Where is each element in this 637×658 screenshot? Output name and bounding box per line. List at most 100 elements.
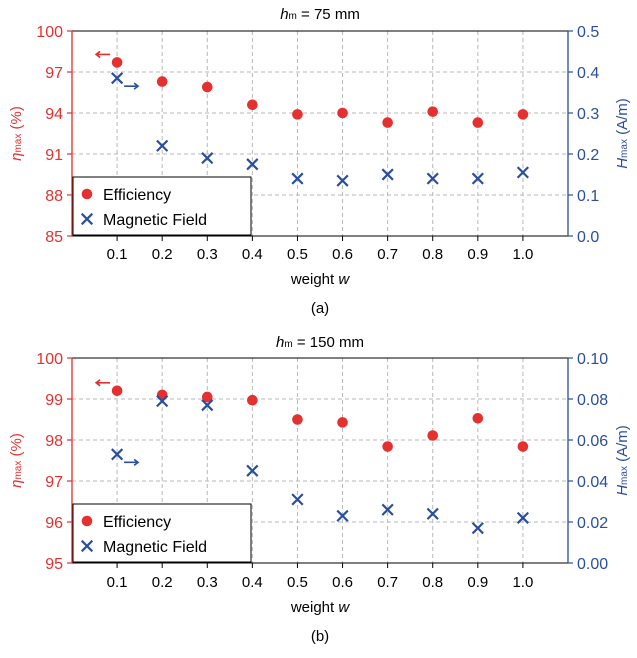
y-right-tick-label: 0.0 [577,229,599,246]
x-tick-label: 0.6 [332,246,353,263]
efficiency-point [201,81,213,93]
efficiency-axis-arrow [94,50,111,59]
y-right-axis-label-sub: max [619,139,630,158]
x-axis-label: weight w [290,271,351,288]
y-left-tick-label: 88 [45,188,63,205]
y-left-axis-label-rest: (%) [8,433,25,461]
x-tick-label: 0.1 [107,246,128,263]
efficiency-point [247,99,258,111]
legend-efficiency-label: Efficiency [103,187,171,204]
y-right-tick-label: 0.00 [577,556,608,573]
y-right-tick-label: 0.02 [577,515,608,532]
panel-caption: (a) [311,300,329,317]
legend-field-label: Magnetic Field [103,212,207,229]
legend-field-marker [80,539,94,553]
magnetic-field-point [336,509,349,522]
legend-box [72,176,252,236]
y-left-tick-label: 94 [45,106,63,123]
efficiency-point [427,430,439,441]
chart-panel-b: 0.1 0.2 0.3 0.4 0.5 0.6 0.7 0.8 0.9 1.0 95 96 97 98 99… [8,334,631,645]
chart-title-rest: = 150 mm [293,334,364,351]
efficiency-point [427,106,439,117]
chart-title: hm = 150 mm [276,334,364,351]
y-right-axis-label-var: H [614,158,631,169]
x-tick-label: 0.2 [152,574,173,591]
magnetic-field-point [291,172,304,185]
y-left-axis-label: ηmax (%) [8,433,25,488]
chart-title-sub: m [284,339,292,350]
y-left-axis-label-rest: (%) [8,106,25,134]
y-right-axis-label: Hmax (A/m) [614,425,631,496]
x-tick-label: 0.8 [422,246,443,263]
magnetic-field-point [516,166,529,179]
y-right-tick-label: 0.08 [577,392,608,409]
y-left-axis-label-sub: max [13,461,24,480]
y-left-tick-label: 85 [45,229,63,246]
efficiency-point [292,414,303,425]
x-tick-label: 0.8 [422,574,443,591]
series-efficiency [111,385,529,452]
chart-title-sub: m [289,11,297,22]
efficiency-point [337,107,348,119]
x-tick-label: 1.0 [512,574,533,591]
magnetic-field-point [516,511,529,524]
chart-title: hm = 75 mm [280,6,360,23]
y-left-axis-label-var: η [8,153,25,161]
y-right-tick-label: 0.06 [577,433,608,450]
x-axis-label-text: weight [290,599,339,616]
x-tick-label: 0.5 [287,246,308,263]
y-right-axis-label: Hmax (A/m) [614,98,631,169]
field-axis-arrow [124,82,140,90]
y-right-axis-label-sub: max [619,466,630,485]
x-tick-label: 0.7 [377,574,398,591]
y-left-tick-label: 99 [45,392,63,409]
y-right-tick-label: 0.1 [577,188,599,205]
magnetic-field-point [291,493,304,506]
efficiency-point [517,441,529,452]
chart-title-var: h [280,6,288,23]
y-left-axis-label-var: η [8,480,25,488]
magnetic-field-point [201,152,214,165]
chart-panel-a: 0.1 0.2 0.3 0.4 0.5 0.6 0.7 0.8 0.9 1.0 85 88 91 94 97… [8,6,631,317]
x-tick-label: 0.3 [197,574,218,591]
x-tick-label: 0.5 [287,574,308,591]
legend-efficiency-label: Efficiency [103,514,171,531]
y-right-tick-label: 0.3 [577,106,599,123]
y-right-tick-label: 0.5 [577,24,599,41]
magnetic-field-point [111,448,124,461]
magnetic-field-point [201,399,214,412]
x-tick-label: 0.1 [107,574,128,591]
chart-title-rest: = 75 mm [297,6,360,23]
x-axis-label: weight w [290,599,351,616]
y-left-axis-label-sub: max [13,134,24,153]
x-tick-label: 0.4 [242,574,263,591]
magnetic-field-point [156,139,169,152]
series-efficiency [111,57,529,128]
efficiency-point [337,417,348,428]
efficiency-point [292,109,303,120]
magnetic-field-point [471,172,484,185]
legend: Efficiency Magnetic Field [72,176,252,236]
magnetic-field-point [156,394,169,408]
legend-efficiency-marker [81,515,93,527]
x-axis-label-var: w [338,271,350,288]
series-magnetic-field [111,394,529,535]
y-left-axis-label: ηmax (%) [8,106,25,161]
y-right-axis-label-rest: (A/m) [614,425,631,466]
legend-field-marker [80,212,94,226]
x-tick-label: 0.6 [332,574,353,591]
x-axis-label-text: weight [290,271,339,288]
efficiency-point [382,117,393,128]
efficiency-point [247,394,258,406]
efficiency-point [382,441,393,452]
y-right-tick-label: 0.2 [577,147,599,164]
efficiency-point [472,117,484,128]
y-right-axis-label-rest: (A/m) [614,98,631,139]
efficiency-point [517,109,529,120]
x-tick-label: 0.7 [377,246,398,263]
y-right-tick-label: 0.4 [577,65,599,82]
efficiency-point [111,57,123,68]
y-left-tick-label: 97 [45,474,63,491]
magnetic-field-point [471,522,484,535]
panel-caption: (b) [311,628,329,645]
